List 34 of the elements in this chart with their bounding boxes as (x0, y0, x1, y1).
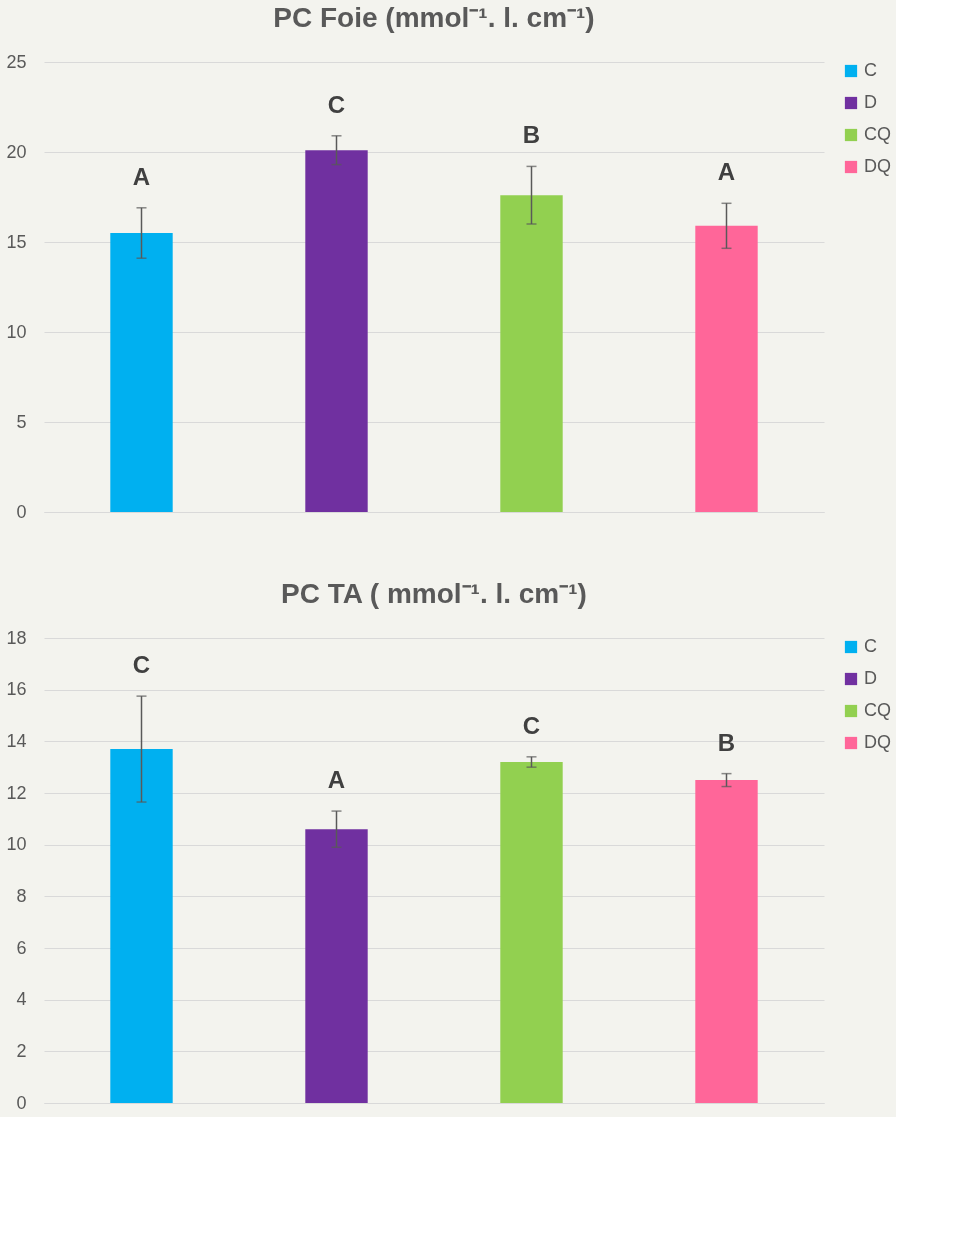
y-tick-label: 2 (16, 1040, 27, 1061)
y-tick-label: 12 (6, 782, 27, 803)
legend-label: C (864, 636, 877, 656)
legend-label: C (864, 60, 877, 80)
y-tick-label: 14 (6, 730, 27, 751)
y-tick-label: 5 (16, 411, 27, 432)
annotation: C (522, 711, 541, 739)
annotation: A (327, 766, 346, 794)
y-tick-label: 0 (16, 1092, 27, 1113)
y-tick-label: 0 (16, 501, 27, 522)
legend-label: D (864, 668, 877, 688)
legend-label: CQ (864, 124, 891, 144)
annotation: B (717, 728, 736, 756)
chart-title: PC TA ( mmol⁻¹. l. cm⁻¹) (281, 578, 587, 609)
y-tick-label: 10 (6, 321, 27, 342)
legend-label: DQ (864, 156, 891, 176)
y-tick-label: 15 (6, 231, 27, 252)
annotation: C (132, 651, 151, 679)
annotation: A (132, 162, 151, 190)
y-tick-label: 10 (6, 834, 27, 855)
y-tick-label: 4 (16, 989, 27, 1010)
legend-label: DQ (864, 732, 891, 752)
y-tick-label: 16 (6, 679, 27, 700)
y-tick-label: 18 (6, 627, 27, 648)
y-tick-label: 8 (16, 885, 27, 906)
y-tick-label: 20 (6, 141, 27, 162)
chart-title: PC Foie (mmol⁻¹. l. cm⁻¹) (273, 2, 595, 33)
annotation: B (522, 121, 541, 149)
y-tick-label: 25 (6, 51, 27, 72)
y-tick-label: 6 (16, 937, 27, 958)
legend-label: D (864, 92, 877, 112)
legend-label: CQ (864, 700, 891, 720)
annotation: C (327, 90, 346, 118)
annotation: A (717, 158, 736, 186)
